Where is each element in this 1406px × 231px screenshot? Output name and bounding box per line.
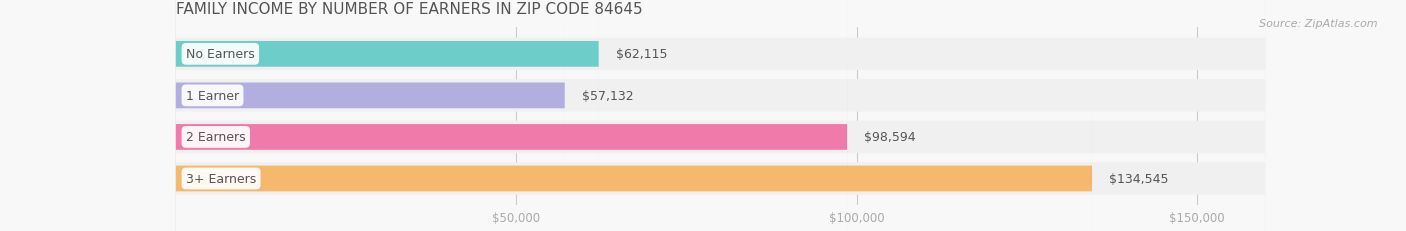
Text: 3+ Earners: 3+ Earners	[186, 172, 256, 185]
Text: $98,594: $98,594	[865, 131, 915, 144]
Text: $134,545: $134,545	[1109, 172, 1168, 185]
FancyBboxPatch shape	[176, 0, 1265, 231]
Text: 1 Earner: 1 Earner	[186, 89, 239, 102]
FancyBboxPatch shape	[176, 0, 565, 231]
FancyBboxPatch shape	[176, 0, 1265, 231]
FancyBboxPatch shape	[176, 0, 1265, 231]
Text: Source: ZipAtlas.com: Source: ZipAtlas.com	[1260, 18, 1378, 28]
FancyBboxPatch shape	[176, 0, 1092, 231]
FancyBboxPatch shape	[176, 0, 599, 231]
Text: $57,132: $57,132	[582, 89, 634, 102]
Text: FAMILY INCOME BY NUMBER OF EARNERS IN ZIP CODE 84645: FAMILY INCOME BY NUMBER OF EARNERS IN ZI…	[176, 2, 643, 17]
FancyBboxPatch shape	[176, 0, 1265, 231]
Text: 2 Earners: 2 Earners	[186, 131, 246, 144]
FancyBboxPatch shape	[176, 0, 848, 231]
Text: No Earners: No Earners	[186, 48, 254, 61]
Text: $62,115: $62,115	[616, 48, 668, 61]
